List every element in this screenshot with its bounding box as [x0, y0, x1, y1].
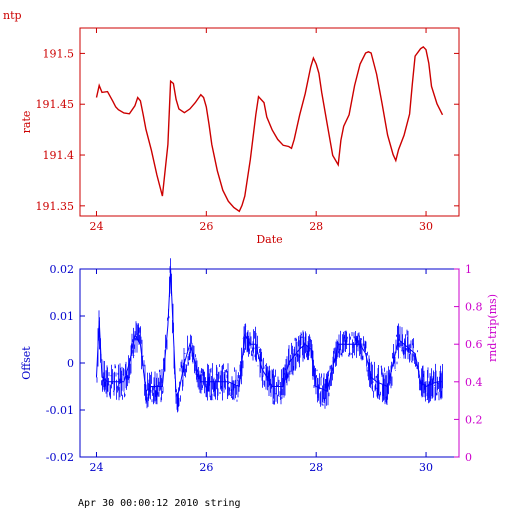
offset-chart: 24 26 28 30 -0.02 -0.01 0 0.01 0.02 0 0.2 0.4 0.6 0.8…: [20, 258, 499, 474]
offset-y-tick-label: 0: [67, 357, 74, 370]
offset-ticks: [80, 268, 459, 458]
roundtrip-y-tick-label: 0.4: [465, 376, 483, 389]
offset-plot-frame: [79, 268, 460, 458]
roundtrip-y-tick-label: 1: [465, 263, 472, 276]
roundtrip-y-tick-label: 0.2: [465, 413, 483, 426]
rate-series-line: [95, 45, 444, 213]
rate-y-tick-label: 191.5: [43, 47, 75, 60]
rate-x-tick-label: 24: [89, 220, 103, 233]
offset-y-tick-label: 0.01: [50, 310, 75, 323]
roundtrip-y-tick-label: 0.8: [465, 301, 483, 314]
offset-x-tick-label: 28: [309, 461, 323, 474]
offset-y-tick-label: 0.02: [50, 263, 75, 276]
footer-timestamp: Apr 30 00:00:12 2010 string: [78, 498, 241, 509]
rate-x-tick-label: 26: [199, 220, 213, 233]
roundtrip-y-axis-label: rnd-trip(ms): [486, 294, 499, 362]
offset-x-tick-label: 26: [199, 461, 213, 474]
rate-plot-frame: [79, 27, 460, 217]
rate-x-tick-label: 30: [419, 220, 433, 233]
rate-tick-labels: 24 26 28 30 191.35 191.4 191.45 191.5: [36, 47, 434, 233]
rate-y-axis-label: rate: [20, 111, 33, 134]
rate-chart: 24 26 28 30 191.35 191.4 191.45 191.5 Date rate: [20, 27, 460, 246]
offset-y-tick-label: -0.01: [46, 404, 74, 417]
offset-x-tick-label: 30: [419, 461, 433, 474]
rate-ticks: [80, 28, 459, 216]
offset-y-tick-label: -0.02: [46, 451, 74, 464]
rate-y-tick-label: 191.45: [36, 98, 75, 111]
offset-tick-labels: 24 26 28 30 -0.02 -0.01 0 0.01 0.02 0 0.2 0.4 0.6 0.8…: [46, 263, 483, 474]
rate-x-axis-label: Date: [256, 233, 282, 246]
rate-y-tick-label: 191.35: [36, 200, 75, 213]
rate-y-tick-label: 191.4: [43, 149, 75, 162]
offset-x-tick-label: 24: [89, 461, 103, 474]
roundtrip-y-tick-label: 0.6: [465, 338, 483, 351]
offset-y-axis-label: Offset: [20, 346, 33, 380]
offset-series-line: [96, 268, 443, 398]
rate-x-tick-label: 28: [309, 220, 323, 233]
page-label: ntp: [3, 9, 22, 22]
roundtrip-y-tick-label: 0: [465, 451, 472, 464]
